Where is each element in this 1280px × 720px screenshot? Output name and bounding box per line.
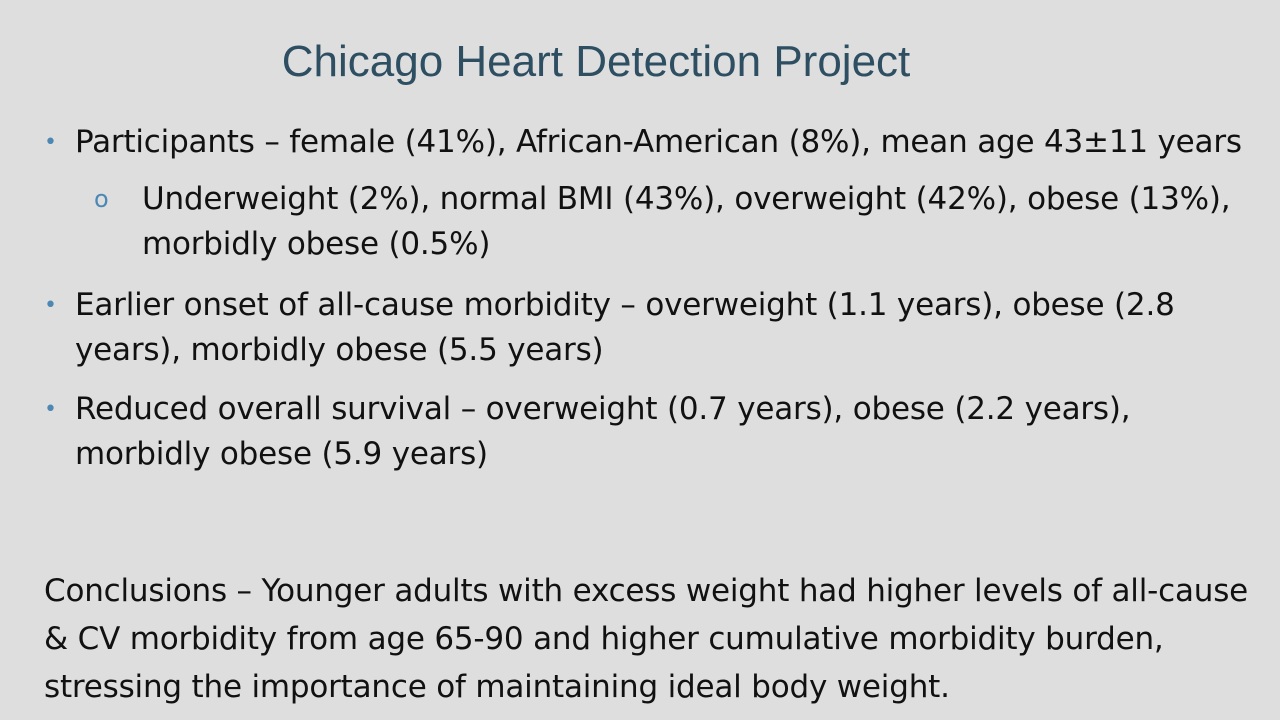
bullet-text: Earlier onset of all-cause morbidity – o…: [75, 287, 1175, 368]
bullet-text: Reduced overall survival – overweight (0…: [75, 391, 1131, 472]
slide-title: Chicago Heart Detection Project: [281, 37, 911, 86]
bullet-item: • Reduced overall survival – overweight …: [44, 387, 1244, 477]
sub-bullet-item: o Underweight (2%), normal BMI (43%), ov…: [44, 177, 1244, 267]
bullet-text: Participants – female (41%), African-Ame…: [75, 124, 1242, 160]
bullet-marker: •: [44, 130, 57, 155]
bullet-list: • Participants – female (41%), African-A…: [44, 120, 1244, 491]
sub-bullet-text: Underweight (2%), normal BMI (43%), over…: [142, 181, 1231, 262]
bullet-item: • Participants – female (41%), African-A…: [44, 120, 1244, 165]
bullet-item: • Earlier onset of all-cause morbidity –…: [44, 283, 1244, 373]
sub-bullet-marker: o: [94, 185, 109, 213]
conclusion-text: Conclusions – Younger adults with excess…: [44, 573, 1249, 705]
bullet-marker: •: [44, 293, 57, 318]
bullet-marker: •: [44, 397, 57, 422]
